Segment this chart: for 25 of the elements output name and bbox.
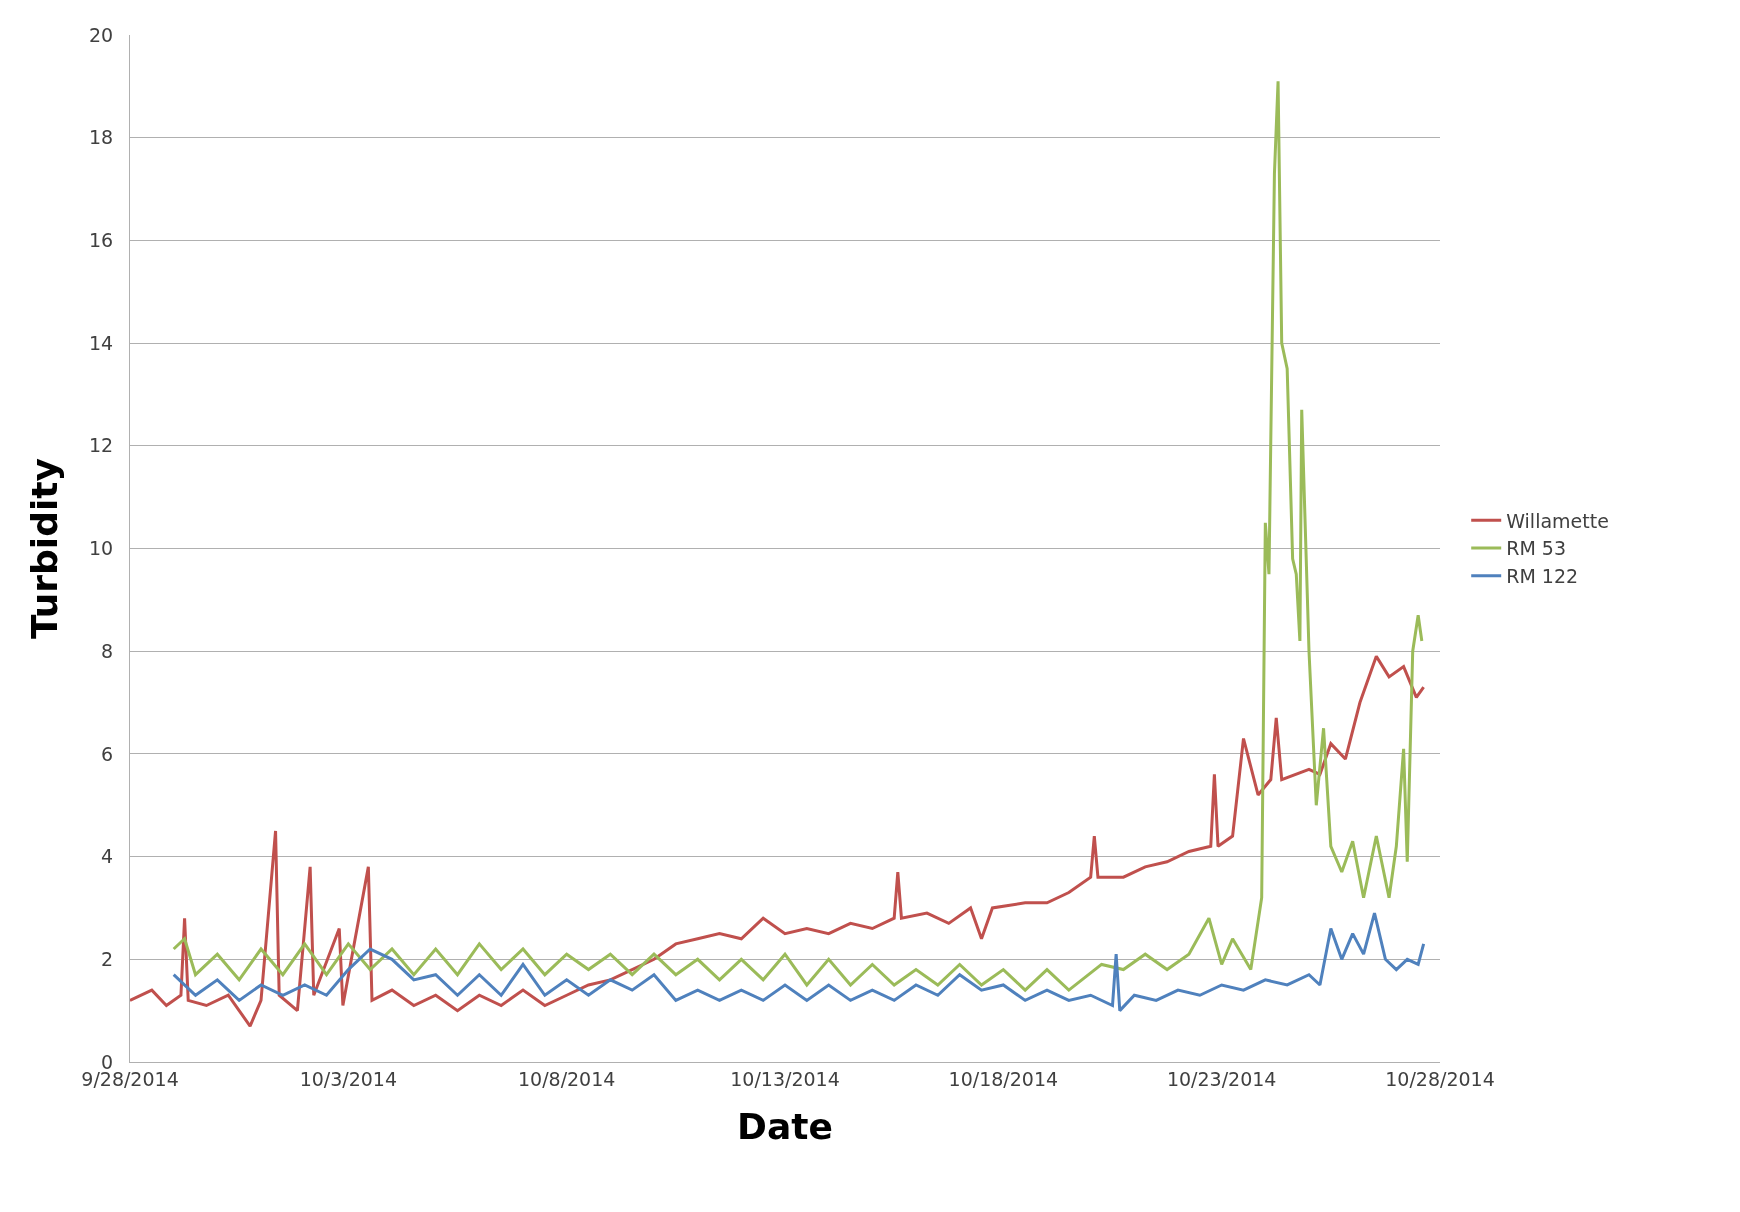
y-tick-label: 12: [89, 434, 114, 457]
line-series: [130, 654, 1426, 1028]
y-tick-label: 4: [101, 845, 114, 868]
y-tick-label: 2: [101, 947, 114, 970]
x-tick-label: 10/23/2014: [1166, 1067, 1277, 1090]
x-tick-label: 10/28/2014: [1385, 1067, 1495, 1090]
line-series: [172, 79, 1424, 992]
legend-label: RM 53: [1506, 537, 1567, 560]
legend-label: RM 122: [1506, 565, 1579, 588]
y-tick-label: 20: [89, 23, 114, 46]
y-tick-label: 0: [101, 1050, 114, 1073]
y-tick-label: 8: [101, 639, 114, 662]
y-tick-label: 14: [89, 331, 114, 354]
x-axis-title: Date: [737, 1106, 833, 1148]
y-tick-label: 6: [101, 742, 114, 765]
legend-label: Willamette: [1506, 509, 1609, 532]
y-tick-label: 18: [89, 126, 114, 149]
y-tick-label: 16: [89, 229, 114, 252]
x-tick-label: 10/18/2014: [948, 1067, 1059, 1090]
y-tick-label: 10: [89, 537, 114, 560]
line-series: [172, 911, 1426, 1013]
x-tick-label: 10/8/2014: [517, 1067, 616, 1090]
x-tick-label: 10/13/2014: [730, 1067, 840, 1090]
y-axis-title: Turbidity: [23, 458, 65, 639]
x-tick-label: 10/3/2014: [299, 1067, 398, 1090]
